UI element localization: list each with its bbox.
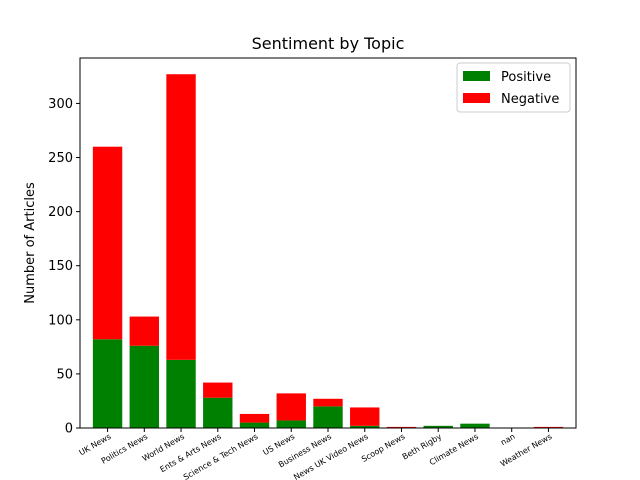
- bar-positive-1: [129, 345, 159, 428]
- bar-negative-6: [313, 398, 343, 407]
- y-axis: 0 50 100 150 200 250 300: [48, 97, 80, 437]
- bar-positive-3: [203, 397, 233, 428]
- bar-negative-5: [276, 393, 306, 421]
- legend-label-positive: Positive: [501, 70, 551, 85]
- bar-negative-1: [129, 316, 159, 346]
- bar-positive-6: [313, 406, 343, 428]
- legend: Positive Negative: [456, 62, 571, 113]
- y-tick-label: 50: [56, 367, 73, 382]
- y-tick-label: 200: [48, 205, 73, 220]
- y-tick-label: 250: [48, 151, 73, 166]
- y-tick-label: 300: [48, 97, 73, 112]
- bar-positive-9: [423, 425, 453, 428]
- bar-negative-12: [533, 426, 564, 428]
- bar-negative-8: [386, 426, 417, 428]
- bar-negative-2: [166, 74, 196, 360]
- x-tick-label: nan: [499, 432, 517, 447]
- y-tick-label: 0: [65, 422, 73, 437]
- bars-group: [92, 74, 564, 428]
- bar-negative-4: [239, 413, 270, 423]
- bar-positive-10: [460, 423, 490, 428]
- legend-label-negative: Negative: [501, 92, 559, 107]
- bar-positive-7: [350, 425, 380, 428]
- bar-positive-5: [276, 420, 306, 428]
- plot-frame: [79, 57, 577, 429]
- bar-negative-3: [203, 382, 233, 398]
- bar-positive-4: [239, 422, 270, 428]
- legend-swatch-negative: [463, 93, 490, 103]
- legend-swatch-positive: [463, 71, 490, 81]
- bar-positive-0: [92, 339, 123, 428]
- y-axis-label: Number of Articles: [23, 182, 38, 304]
- chart-title: Sentiment by Topic: [252, 34, 405, 53]
- bar-negative-7: [350, 407, 380, 426]
- x-tick-label: Ents & Arts News: [159, 432, 223, 474]
- y-tick-label: 150: [48, 259, 73, 274]
- y-tick-label: 100: [48, 313, 73, 328]
- bar-negative-0: [92, 146, 123, 340]
- bar-positive-2: [166, 359, 196, 428]
